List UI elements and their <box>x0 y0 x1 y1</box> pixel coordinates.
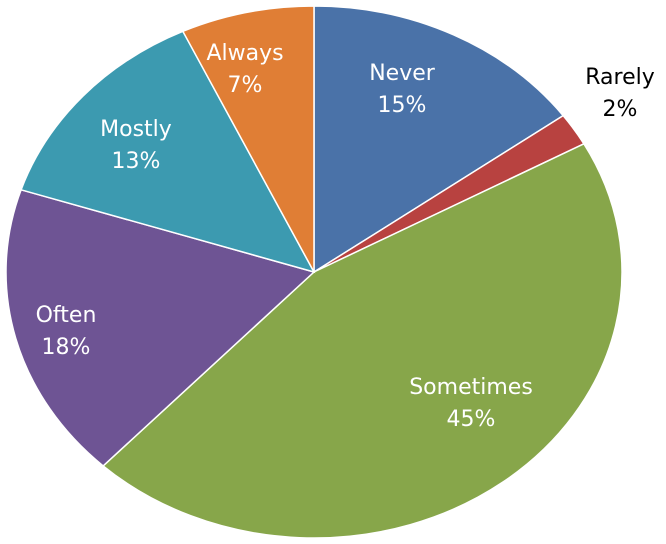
slice-always <box>181 5 315 273</box>
slice-label-always: Always <box>206 41 283 66</box>
slice-value-mostly: 13% <box>112 149 161 174</box>
slice-value-never: 15% <box>378 93 427 118</box>
slice-value-always: 7% <box>228 73 263 98</box>
slice-value-often: 18% <box>42 335 91 360</box>
pie-labels: Never 15% Rarely 2% Sometimes 45% Often 18% Most… <box>36 41 655 432</box>
slice-label-never: Never <box>369 61 436 86</box>
slice-value-rarely: 2% <box>603 97 638 122</box>
slice-label-rarely: Rarely <box>585 65 655 90</box>
slice-label-sometimes: Sometimes <box>409 375 533 400</box>
slice-mostly <box>20 30 316 274</box>
slice-label-often: Often <box>36 303 97 328</box>
slice-sometimes <box>102 142 623 539</box>
slice-value-sometimes: 45% <box>447 407 496 432</box>
slice-never <box>313 5 565 274</box>
pie-slices <box>5 5 623 539</box>
slice-often <box>5 188 316 467</box>
slice-label-mostly: Mostly <box>100 117 172 142</box>
